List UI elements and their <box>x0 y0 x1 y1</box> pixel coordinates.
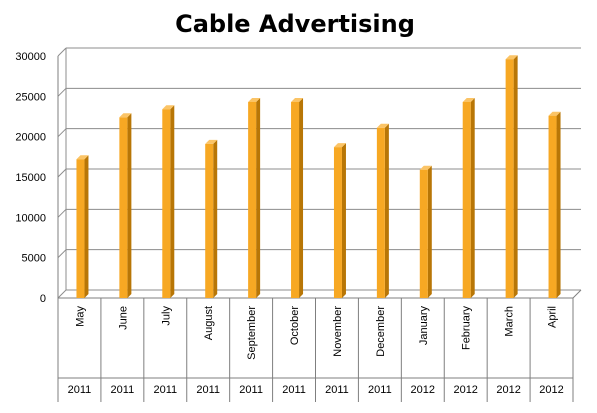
bar-side <box>556 111 561 299</box>
x-year-label: 2012 <box>411 384 435 396</box>
bar-front <box>505 59 514 298</box>
x-year-label: 2011 <box>68 384 92 396</box>
bar-front <box>419 169 428 298</box>
grid-layer <box>57 47 582 299</box>
bar <box>548 111 561 299</box>
x-tick-label: October <box>289 306 301 345</box>
bar-top <box>119 113 132 118</box>
bar-top <box>376 123 389 128</box>
bar-top <box>205 139 218 144</box>
x-tick-label: April <box>547 306 559 328</box>
bar-top <box>462 97 475 102</box>
bar-front <box>462 101 471 298</box>
x-year-label: 2012 <box>496 384 520 396</box>
gridline-diagonal <box>57 249 67 259</box>
y-tick-label: 0 <box>40 293 46 305</box>
bar <box>333 143 346 298</box>
y-tick-label: 15000 <box>15 172 46 184</box>
gridline-diagonal <box>57 87 67 97</box>
bar-side <box>513 55 518 298</box>
bar-side <box>427 165 432 298</box>
bar-side <box>213 139 218 298</box>
bar <box>505 55 518 298</box>
x-tick-label: November <box>332 306 344 357</box>
x-year-label: 2011 <box>368 384 392 396</box>
bar-side <box>384 123 389 298</box>
x-year-label: 2011 <box>325 384 349 396</box>
bar-top <box>76 155 89 160</box>
bar <box>291 97 304 298</box>
x-year-label: 2011 <box>196 384 220 396</box>
bar <box>119 113 132 298</box>
bar-side <box>341 143 346 298</box>
y-tick-label: 5000 <box>22 253 46 265</box>
x-year-label: 2011 <box>111 384 135 396</box>
x-tick-label: August <box>203 306 215 340</box>
bar-top <box>419 165 432 170</box>
bar-front <box>76 159 85 298</box>
bar <box>462 97 475 298</box>
bar <box>376 123 389 298</box>
axis-layer: 0 5000 10000 15000 20000 25000 30000 May June Jul… <box>15 51 574 402</box>
x-tick-label: December <box>375 306 387 357</box>
bar-side <box>470 97 475 298</box>
bar-side <box>84 155 89 298</box>
gridline-diagonal <box>57 128 67 138</box>
gridline-diagonal <box>57 168 67 178</box>
y-tick-label: 30000 <box>15 51 46 63</box>
bar-side <box>127 113 132 298</box>
x-tick-label: June <box>117 306 129 330</box>
bar-top <box>162 105 175 110</box>
y-tick-label: 25000 <box>15 91 46 103</box>
bar-top <box>333 143 346 148</box>
bar-top <box>291 97 304 102</box>
bars-layer <box>76 55 561 299</box>
x-year-label: 2011 <box>239 384 263 396</box>
bar <box>162 105 175 299</box>
x-tick-label: March <box>504 306 516 337</box>
bar-top <box>248 97 261 102</box>
floor-right-edge <box>572 289 582 299</box>
bar-front <box>548 115 557 299</box>
gridline-diagonal <box>57 47 67 57</box>
x-year-label: 2012 <box>453 384 477 396</box>
y-tick-label: 10000 <box>15 212 46 224</box>
bar-front <box>376 127 385 298</box>
y-tick-label: 20000 <box>15 132 46 144</box>
bar-front <box>291 101 300 298</box>
bar <box>205 139 218 298</box>
x-tick-label: January <box>418 306 430 346</box>
x-tick-label: February <box>461 306 473 351</box>
x-year-label: 2012 <box>539 384 563 396</box>
bar-top <box>548 111 561 116</box>
x-tick-label: September <box>246 306 258 360</box>
gridline-diagonal <box>57 208 67 218</box>
gridline-diagonal <box>57 289 67 299</box>
bar-side <box>256 97 261 298</box>
chart-title: Cable Advertising <box>175 10 415 38</box>
bar-front <box>333 147 342 298</box>
x-year-label: 2011 <box>153 384 177 396</box>
bar-front <box>248 101 257 298</box>
bar-front <box>119 117 128 298</box>
bar <box>76 155 89 298</box>
bar-side <box>170 105 175 299</box>
x-year-label: 2011 <box>282 384 306 396</box>
x-tick-label: May <box>74 306 86 327</box>
bar-side <box>299 97 304 298</box>
bar-top <box>505 55 518 60</box>
bar <box>419 165 432 298</box>
bar-front <box>162 109 171 299</box>
bar <box>248 97 261 298</box>
bar-front <box>205 143 214 298</box>
x-tick-label: July <box>160 306 172 326</box>
